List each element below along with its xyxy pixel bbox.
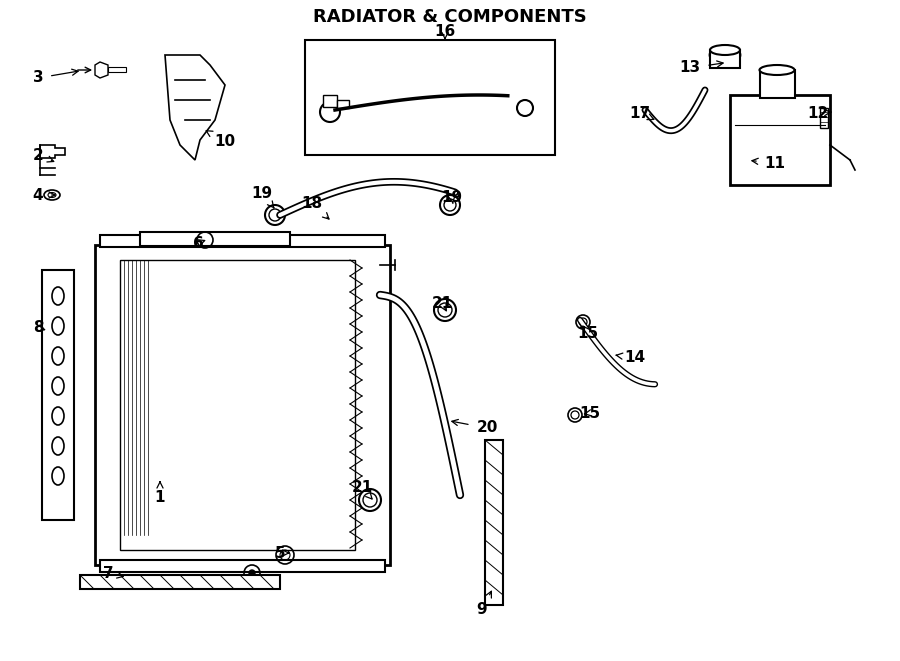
Text: 12: 12 bbox=[807, 106, 832, 120]
Text: 15: 15 bbox=[578, 325, 599, 340]
Bar bbox=[730, 95, 830, 185]
Text: 10: 10 bbox=[206, 131, 236, 149]
Bar bbox=[305, 40, 555, 155]
Ellipse shape bbox=[48, 192, 56, 198]
Polygon shape bbox=[40, 145, 65, 158]
Bar bbox=[140, 232, 290, 246]
Polygon shape bbox=[95, 62, 108, 78]
Text: 18: 18 bbox=[302, 196, 329, 219]
Bar bbox=[323, 95, 337, 107]
Ellipse shape bbox=[44, 190, 60, 200]
Text: 16: 16 bbox=[435, 24, 455, 40]
Ellipse shape bbox=[710, 46, 740, 64]
Bar bbox=[760, 70, 795, 98]
Bar bbox=[485, 440, 503, 605]
Text: 5: 5 bbox=[274, 545, 289, 561]
Text: 6: 6 bbox=[193, 235, 204, 251]
Text: 4: 4 bbox=[32, 188, 55, 202]
Bar bbox=[95, 245, 390, 565]
Ellipse shape bbox=[52, 347, 64, 365]
Polygon shape bbox=[165, 55, 225, 160]
Text: 3: 3 bbox=[32, 69, 78, 85]
Bar bbox=[80, 575, 280, 589]
Text: 14: 14 bbox=[616, 350, 645, 366]
Text: 2: 2 bbox=[32, 147, 54, 163]
Ellipse shape bbox=[710, 45, 740, 55]
Ellipse shape bbox=[52, 377, 64, 395]
Text: 19: 19 bbox=[441, 190, 463, 206]
Bar bbox=[337, 100, 349, 108]
Text: 21: 21 bbox=[351, 481, 373, 499]
Bar bbox=[820, 108, 828, 128]
Text: 19: 19 bbox=[251, 186, 274, 208]
Bar bbox=[100, 560, 385, 572]
Text: 21: 21 bbox=[431, 295, 453, 311]
Text: 9: 9 bbox=[477, 591, 491, 617]
Circle shape bbox=[249, 570, 255, 576]
Bar bbox=[120, 260, 355, 550]
Bar bbox=[42, 270, 74, 520]
Text: 20: 20 bbox=[452, 420, 498, 436]
Ellipse shape bbox=[760, 65, 795, 75]
Text: 1: 1 bbox=[155, 482, 166, 506]
Text: 17: 17 bbox=[629, 106, 654, 120]
Ellipse shape bbox=[52, 287, 64, 305]
Bar bbox=[710, 50, 740, 68]
Bar bbox=[108, 67, 126, 72]
Text: 8: 8 bbox=[32, 321, 45, 336]
Ellipse shape bbox=[52, 317, 64, 335]
Ellipse shape bbox=[52, 467, 64, 485]
Ellipse shape bbox=[52, 407, 64, 425]
Ellipse shape bbox=[52, 437, 64, 455]
Text: 7: 7 bbox=[103, 566, 123, 580]
Bar bbox=[100, 235, 385, 247]
Text: 11: 11 bbox=[752, 155, 786, 171]
Text: RADIATOR & COMPONENTS: RADIATOR & COMPONENTS bbox=[313, 8, 587, 26]
Text: 15: 15 bbox=[580, 405, 600, 420]
Text: 13: 13 bbox=[680, 61, 723, 75]
